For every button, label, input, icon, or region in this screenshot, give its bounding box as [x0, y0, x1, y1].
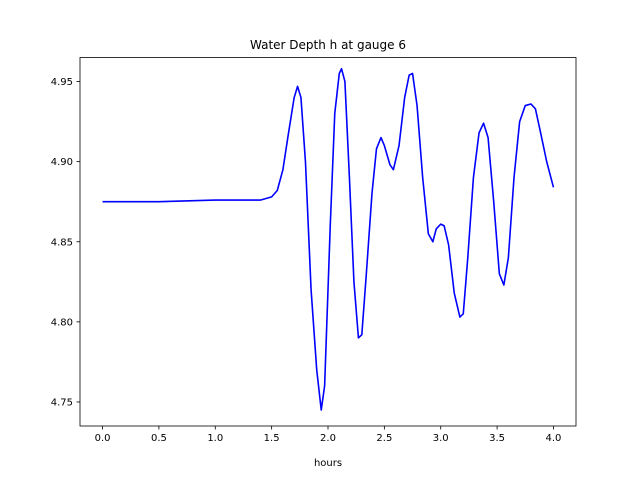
x-tick-label: 1.0: [207, 433, 223, 444]
y-tick-label: 4.85: [51, 237, 73, 248]
x-tick-label: 2.5: [376, 433, 392, 444]
y-axis: 4.75 4.80 4.85 4.90 4.95: [51, 77, 80, 408]
chart-title: Water Depth h at gauge 6: [250, 38, 406, 52]
y-tick-label: 4.80: [51, 317, 73, 328]
y-tick-label: 4.75: [51, 397, 73, 408]
x-tick-label: 2.0: [320, 433, 336, 444]
plot-area: [102, 67, 555, 411]
x-tick-label: 4.0: [546, 433, 562, 444]
x-tick-label: 3.5: [489, 433, 505, 444]
x-tick-label: 1.5: [264, 433, 280, 444]
y-tick-label: 4.90: [51, 157, 73, 168]
y-tick-label: 4.95: [51, 77, 73, 88]
x-tick-label: 0.0: [95, 433, 111, 444]
x-axis: 0.0 0.5 1.0 1.5 2.0 2.5 3.0 3.5 4.0: [95, 426, 562, 444]
x-tick-label: 0.5: [151, 433, 167, 444]
x-axis-label: hours: [314, 458, 342, 469]
series-line-0: [102, 67, 555, 411]
x-tick-label: 3.0: [433, 433, 449, 444]
